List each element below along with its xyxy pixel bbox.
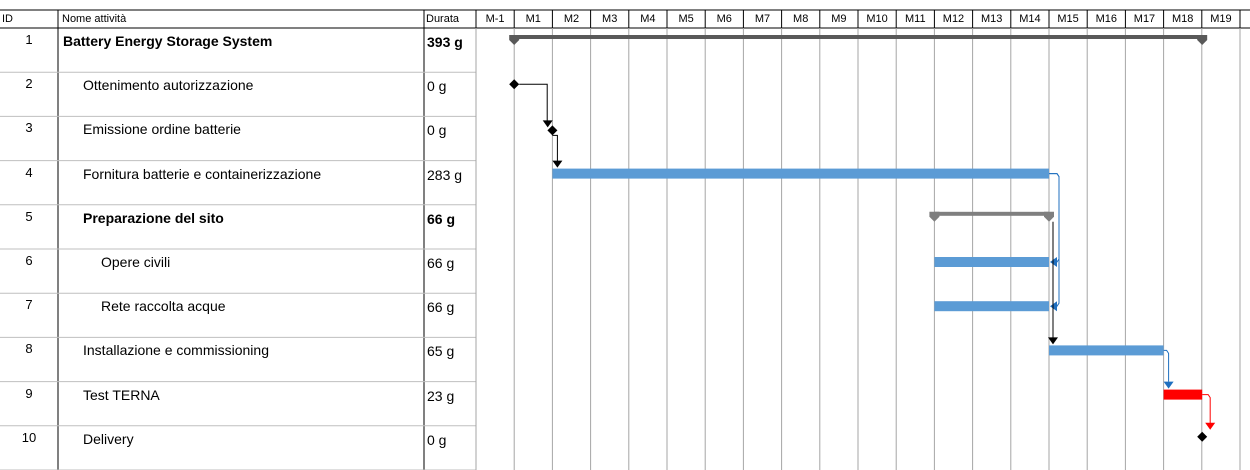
task-duration[interactable]: 65 g: [427, 343, 455, 360]
task-id[interactable]: 8: [25, 341, 33, 357]
task-id[interactable]: 7: [25, 297, 33, 313]
task-name[interactable]: Delivery: [83, 430, 134, 447]
timescale-month: M18: [1171, 13, 1194, 25]
summary-bar: [514, 35, 1203, 39]
dependency-link: [1163, 349, 1170, 382]
task-duration[interactable]: 283 g: [427, 166, 463, 183]
task-id[interactable]: 5: [25, 208, 33, 224]
task-bar: [934, 257, 1049, 267]
timescale-month: M11: [904, 13, 926, 25]
task-duration[interactable]: 0 g: [427, 431, 447, 448]
link-arrowhead: [552, 160, 563, 168]
task-name[interactable]: Rete raccolta acque: [101, 298, 226, 315]
task-duration[interactable]: 0 g: [427, 78, 447, 95]
timescale-month: M8: [793, 13, 809, 25]
task-id[interactable]: 3: [25, 120, 33, 136]
timescale-month: M17: [1133, 13, 1156, 25]
task-duration[interactable]: 66 g: [427, 210, 456, 227]
dependency-link: [519, 83, 548, 124]
timescale-month: M1: [525, 13, 541, 25]
timescale-month: M-1: [485, 13, 505, 25]
task-name[interactable]: Fornitura batterie e containerizzazione: [83, 165, 322, 182]
timescale-month: M10: [866, 13, 888, 25]
column-header-duration[interactable]: Durata: [426, 13, 460, 25]
timescale-month: M2: [563, 13, 580, 25]
summary-bar: [934, 211, 1049, 216]
link-arrowhead: [1048, 337, 1058, 345]
task-duration[interactable]: 66 g: [427, 255, 455, 271]
task-name[interactable]: Preparazione del sito: [83, 209, 224, 226]
task-duration[interactable]: 23 g: [427, 387, 455, 404]
task-bar: [934, 301, 1049, 312]
timescale-month: M19: [1210, 13, 1232, 25]
column-header-id[interactable]: ID: [2, 13, 13, 25]
task-id[interactable]: 4: [25, 164, 33, 180]
timescale-month: M3: [602, 13, 618, 25]
column-header-name[interactable]: Nome attività: [62, 13, 127, 25]
timescale-month: M6: [716, 13, 732, 25]
timescale-month: M7: [754, 13, 771, 25]
dependency-link: [552, 134, 558, 163]
summary-end-marker: [1044, 211, 1054, 222]
dependency-link: [1202, 394, 1211, 424]
task-name[interactable]: Installazione e commissioning: [83, 342, 269, 359]
summary-start-marker: [929, 211, 940, 222]
task-id[interactable]: 2: [25, 76, 33, 92]
milestone-diamond: [1197, 431, 1208, 442]
summary-start-marker: [509, 35, 520, 45]
summary-end-marker: [1197, 35, 1208, 45]
timescale-month: M4: [640, 13, 656, 25]
task-name[interactable]: Test TERNA: [83, 386, 160, 403]
task-duration[interactable]: 0 g: [427, 122, 447, 139]
task-id[interactable]: 9: [25, 385, 33, 401]
timescale-month: M9: [831, 13, 847, 25]
task-duration[interactable]: 393 g: [427, 34, 463, 50]
milestone-diamond: [509, 79, 520, 90]
task-name[interactable]: Emissione ordine batterie: [83, 121, 241, 138]
task-name[interactable]: Battery Energy Storage System: [63, 33, 273, 49]
timescale-month: M13: [980, 13, 1003, 25]
task-duration[interactable]: 66 g: [427, 299, 455, 316]
timescale-month: M16: [1095, 13, 1117, 25]
timescale-month: M14: [1019, 13, 1041, 25]
timescale-month: M12: [942, 13, 965, 25]
dependency-link: [1049, 173, 1060, 307]
task-bar: [1049, 345, 1164, 356]
task-id[interactable]: 1: [25, 32, 33, 47]
task-bar: [1163, 389, 1203, 400]
task-id[interactable]: 6: [25, 253, 33, 268]
task-name[interactable]: Ottenimento autorizzazione: [83, 77, 254, 94]
link-arrowhead: [1205, 422, 1216, 430]
task-bar: [552, 168, 1049, 179]
milestone-diamond: [547, 125, 558, 136]
timescale-month: M15: [1057, 13, 1079, 25]
task-id[interactable]: 10: [21, 429, 37, 445]
link-arrowhead: [1163, 381, 1174, 389]
link-arrowhead: [542, 120, 553, 128]
timescale-month: M5: [678, 13, 694, 25]
task-name[interactable]: Opere civili: [101, 254, 171, 270]
